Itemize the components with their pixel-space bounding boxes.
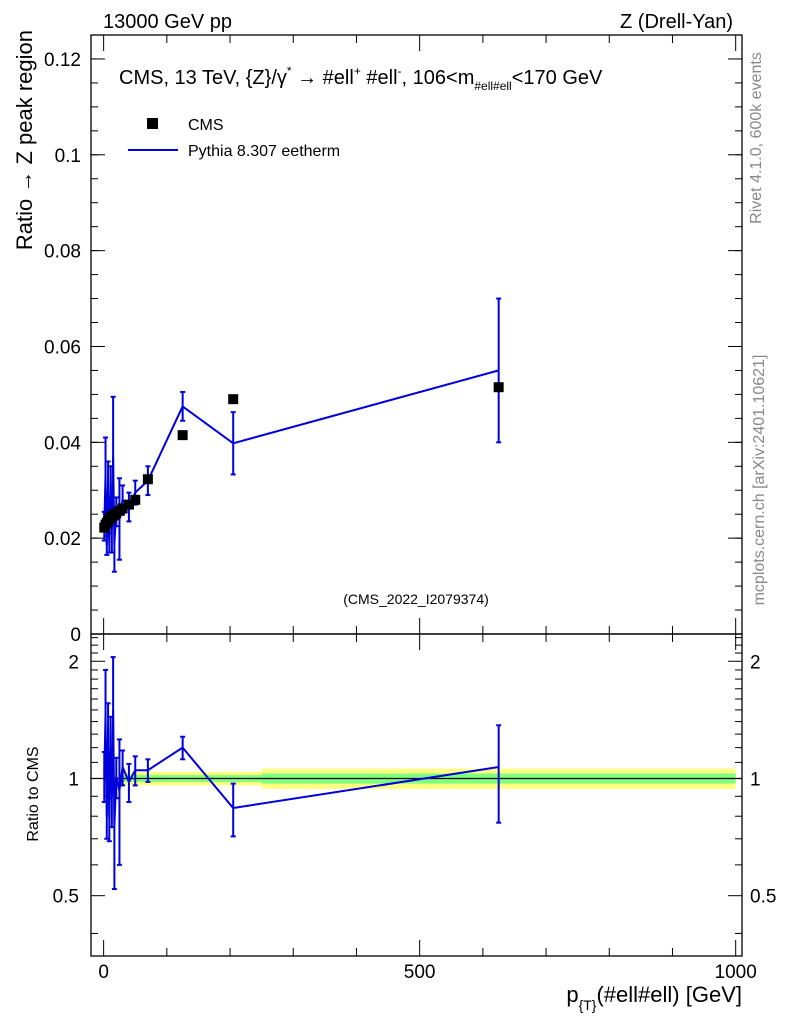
side-label-mcplots: mcplots.cern.ch [arXiv:2401.10621]	[751, 355, 768, 606]
ratio-series-layer	[101, 656, 502, 891]
cms-data-point	[117, 503, 128, 514]
main-y-tick-label: 0.1	[55, 146, 81, 167]
title-range-sub: #ell#ell	[474, 79, 511, 93]
main-y-tick-label: 0.06	[44, 337, 81, 358]
cms-data-point	[177, 430, 188, 441]
cms-data-point	[123, 499, 134, 510]
plot-title: CMS, 13 TeV, {Z}/γ* → #ell+ #ell-, 106<m…	[119, 64, 603, 93]
title-ell1: #ell	[323, 67, 354, 89]
cms-data-point	[130, 494, 141, 505]
title-range-b: <170 GeV	[512, 67, 603, 89]
y-axis-label-main: Ratio → Z peak region	[12, 30, 37, 250]
cms-data-point	[493, 382, 504, 393]
x-tick-label: 0	[98, 962, 109, 983]
header-left: 13000 GeV pp	[103, 11, 232, 33]
ratio-line	[103, 709, 499, 825]
x-axis-label-sub: {T}	[579, 997, 597, 1013]
main-series-layer	[99, 297, 504, 573]
ratio-y-tick-label-left: 0.5	[53, 887, 79, 908]
ratio-y-tick-label-right: 0.5	[750, 887, 776, 908]
x-axis-label: p{T}(#ell#ell) [GeV]	[566, 982, 742, 1013]
mc-line	[103, 369, 499, 546]
ratio-y-tick-label-left: 1	[68, 769, 79, 790]
x-axis-label-rest: (#ell#ell) [GeV]	[596, 982, 742, 1007]
ratio-y-tick-label-right: 2	[750, 652, 761, 673]
y-axis-label-ratio: Ratio to CMS	[25, 746, 42, 841]
ratio-plot-frame	[90, 633, 743, 957]
axes-layer: 0 0.02 0.04 0.06 0.08 0.1 0.12 0.5 0.5 1 1 2 2 0 500 10…	[44, 34, 776, 983]
ratio-y-tick-label-right: 1	[750, 769, 761, 790]
title-range-a: , 106<m	[402, 67, 475, 89]
ratio-y-tick-label-left: 2	[68, 652, 79, 673]
header-right: Z (Drell-Yan)	[620, 11, 733, 33]
side-label-rivet: Rivet 4.1.0, 600k events	[748, 52, 765, 224]
main-y-tick-label: 0.02	[44, 529, 81, 550]
main-y-tick-label: 0.12	[44, 50, 81, 71]
main-y-tick-label: 0.08	[44, 242, 81, 263]
legend-pythia-label: Pythia 8.307 eetherm	[188, 143, 340, 160]
title-main: CMS, 13 TeV, {Z}/γ	[119, 67, 287, 89]
title-ell2: #ell	[361, 67, 398, 89]
cms-data-point	[142, 474, 153, 485]
main-y-tick-label: 0	[70, 625, 81, 646]
title-star: *	[287, 64, 292, 78]
x-tick-label: 1000	[715, 962, 757, 983]
title-plus: +	[354, 64, 361, 78]
main-y-tick-label: 0.04	[44, 433, 81, 454]
x-axis-label-p: p	[566, 982, 578, 1007]
legend-cms-marker	[147, 118, 158, 129]
x-tick-label: 500	[404, 962, 436, 983]
title-arrow: →	[292, 67, 323, 89]
analysis-watermark: (CMS_2022_I2079374)	[343, 591, 489, 607]
title-minus: -	[398, 64, 402, 78]
cms-data-point	[228, 394, 239, 405]
legend-cms-label: CMS	[188, 117, 224, 134]
